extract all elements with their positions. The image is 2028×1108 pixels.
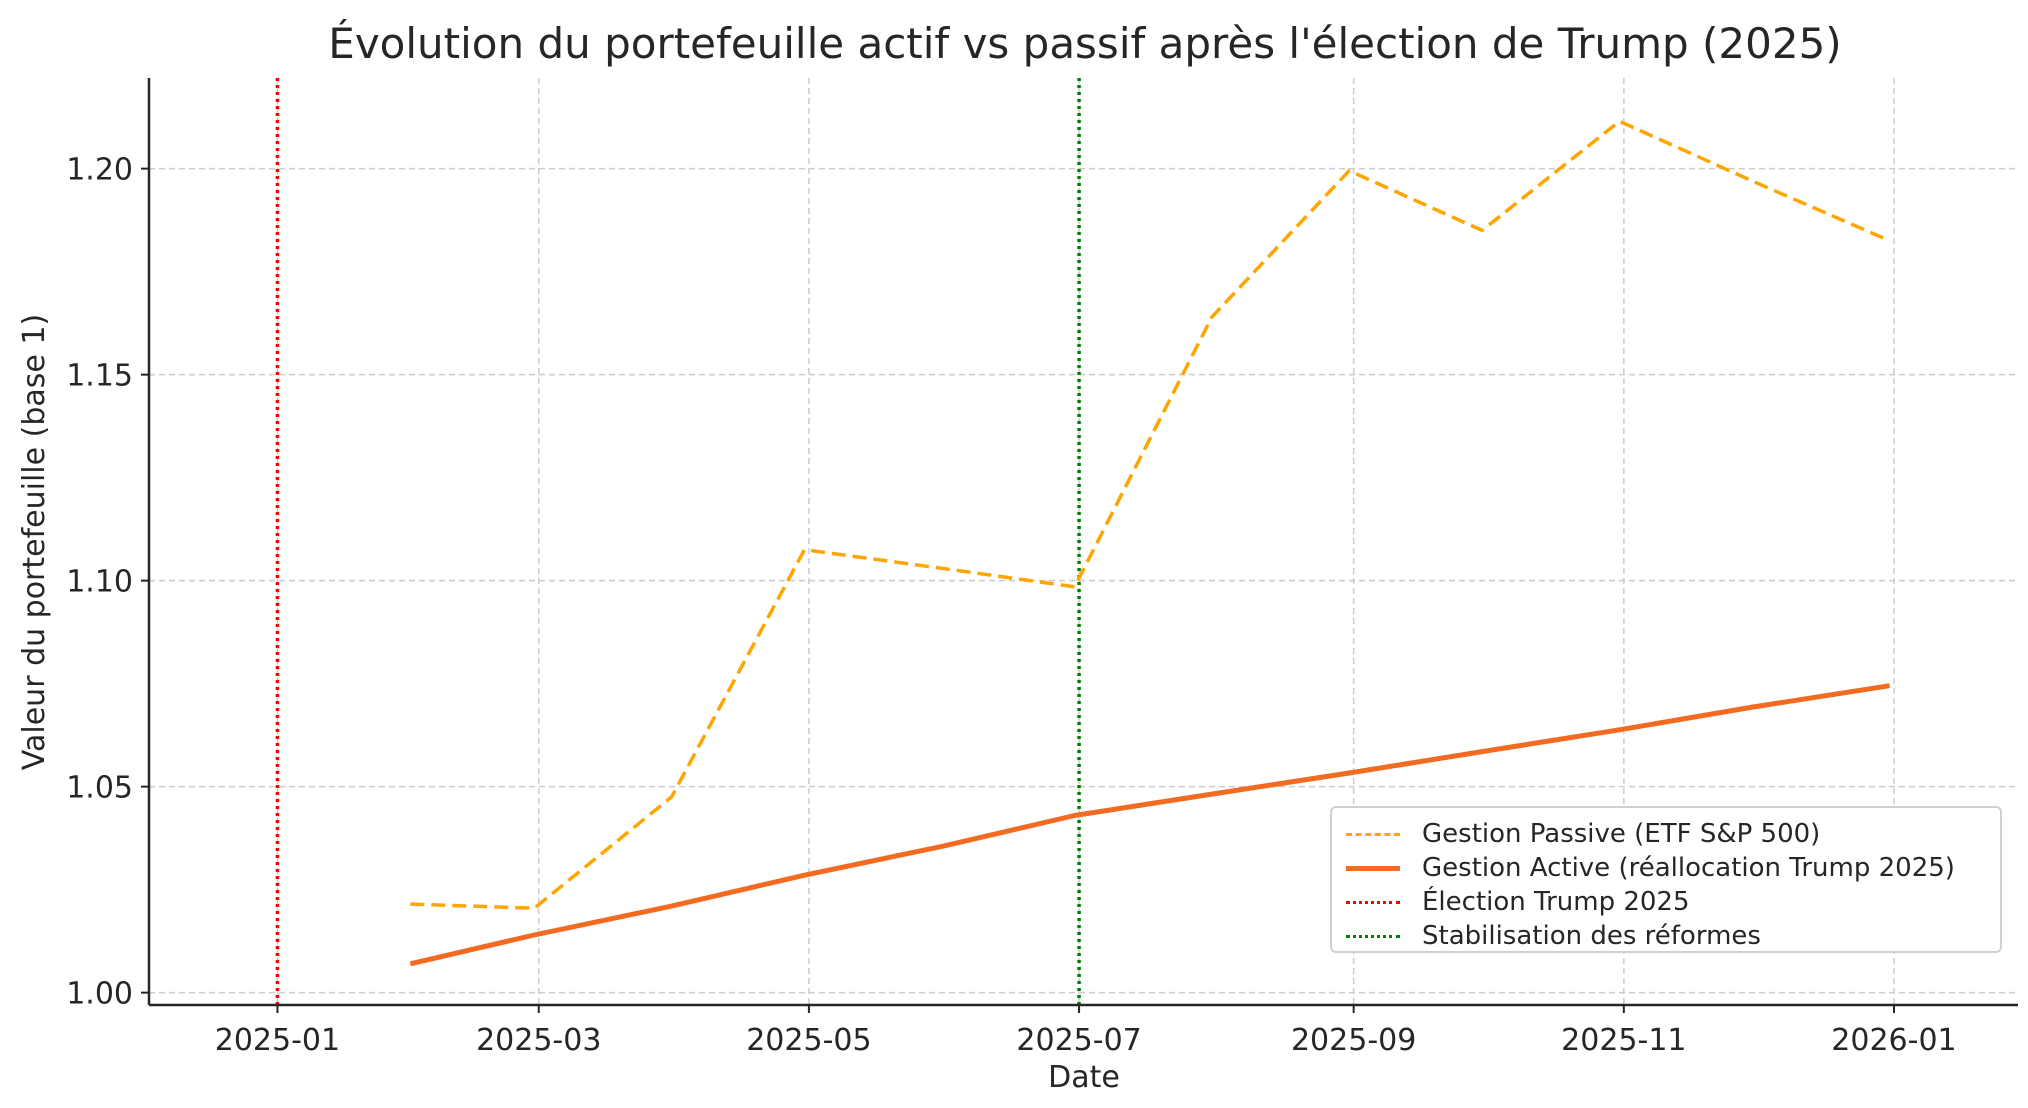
y-tick-label: 1.10	[66, 565, 133, 600]
legend-sample-election	[1346, 900, 1400, 904]
legend: Gestion Passive (ETF S&P 500) Gestion Ac…	[1330, 806, 2002, 953]
x-tick-label: 2025-01	[215, 1023, 340, 1058]
x-tick-label: 2025-03	[476, 1023, 601, 1058]
legend-label-passive: Gestion Passive (ETF S&P 500)	[1422, 819, 1821, 849]
series-lines	[409, 119, 1891, 967]
tick-labels: 1.00 1.05 1.10 1.15 1.20 2025-01 2025-03 2025-0…	[66, 153, 1956, 1058]
legend-item-passive: Gestion Passive (ETF S&P 500)	[1332, 816, 2000, 852]
x-axis-label: Date	[1048, 1060, 1120, 1095]
legend-item-active: Gestion Active (réallocation Trump 2025)	[1332, 850, 2000, 886]
x-tick-label: 2025-07	[1016, 1023, 1141, 1058]
y-tick-label: 1.00	[66, 977, 133, 1012]
series-line-passive	[410, 119, 1891, 910]
y-tick-label: 1.05	[66, 771, 133, 806]
legend-sample-passive	[1346, 832, 1400, 836]
legend-label-stabilisation: Stabilisation des réformes	[1422, 921, 1761, 951]
x-tick-label: 2025-09	[1291, 1023, 1416, 1058]
x-tick-label: 2025-05	[746, 1023, 871, 1058]
event-lines	[275, 78, 1081, 1005]
x-tick-label: 2025-11	[1561, 1023, 1686, 1058]
chart-title: Évolution du portefeuille actif vs passi…	[328, 18, 1841, 68]
legend-item-stabilisation-entry: Stabilisation des réformes	[1332, 918, 2000, 954]
series-line-active	[409, 683, 1890, 967]
legend-label-active: Gestion Active (réallocation Trump 2025)	[1422, 853, 1955, 883]
y-tick-label: 1.15	[66, 359, 133, 394]
legend-label-election: Élection Trump 2025	[1422, 887, 1690, 917]
y-tick-label: 1.20	[66, 153, 133, 188]
y-axis-label: Valeur du portefeuille (base 1)	[17, 314, 52, 770]
x-tick-label: 2026-01	[1831, 1023, 1956, 1058]
legend-sample-stabilisation	[1346, 934, 1400, 938]
legend-sample-active	[1346, 865, 1400, 871]
axes	[141, 78, 2018, 1013]
legend-item-election: Élection Trump 2025	[1332, 884, 2000, 920]
